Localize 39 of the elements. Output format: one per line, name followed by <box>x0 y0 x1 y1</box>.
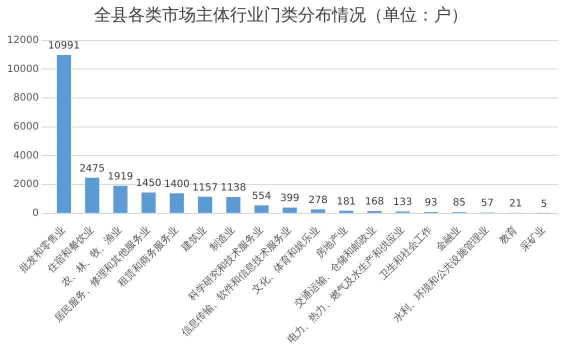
y-tick-label: 12000 <box>7 34 39 46</box>
data-label: 554 <box>252 190 272 202</box>
data-label: 1138 <box>220 182 246 194</box>
bar <box>56 54 71 213</box>
y-tick-label: 6000 <box>13 121 39 132</box>
x-tick-label: 建筑业 <box>178 224 210 254</box>
x-tick-label: 采矿业 <box>518 224 548 254</box>
data-label: 168 <box>364 196 384 208</box>
y-tick-label: 2000 <box>13 179 39 190</box>
data-label: 1919 <box>108 171 134 182</box>
bar <box>198 196 212 213</box>
chart-title: 全县各类市场主体行业门类分布情况（单位：户） <box>94 6 468 26</box>
data-label: 1450 <box>136 178 162 190</box>
bar <box>113 186 128 213</box>
data-label: 2475 <box>79 163 105 174</box>
data-label: 1157 <box>192 182 218 194</box>
data-label: 278 <box>308 194 328 206</box>
bar <box>282 208 297 213</box>
bar <box>142 192 156 213</box>
data-label: 399 <box>280 193 300 204</box>
data-label: 21 <box>509 198 522 210</box>
bar <box>254 205 269 213</box>
bar <box>170 193 184 213</box>
data-label: 133 <box>393 197 412 208</box>
data-label: 57 <box>481 198 494 210</box>
data-label: 85 <box>452 198 466 209</box>
y-tick-label: 0 <box>32 208 39 219</box>
y-tick-label: 4000 <box>13 150 39 162</box>
data-label: 5 <box>540 198 548 210</box>
data-label: 10991 <box>48 40 80 52</box>
bar <box>85 178 100 213</box>
y-tick-label: 8000 <box>13 92 39 104</box>
data-label: 181 <box>336 196 356 208</box>
data-label: 1400 <box>164 178 190 190</box>
y-tick-label: 10000 <box>7 64 39 75</box>
x-tick-label: 教育 <box>496 224 520 247</box>
bar <box>226 196 240 213</box>
bar <box>310 209 326 213</box>
data-label: 93 <box>424 198 438 209</box>
